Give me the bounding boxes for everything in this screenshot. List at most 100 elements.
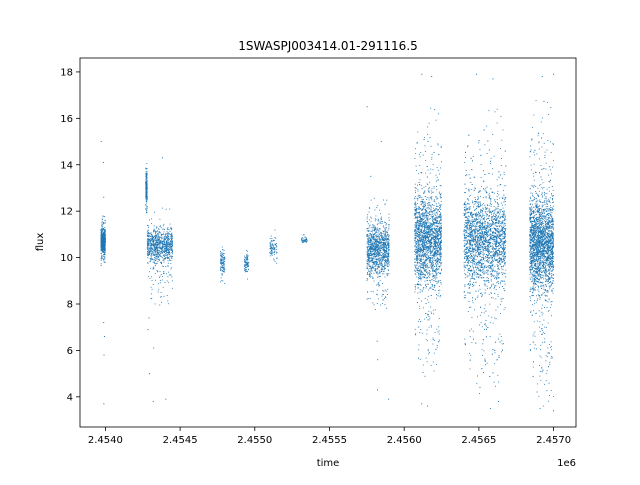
data-point xyxy=(100,257,102,259)
data-point xyxy=(380,255,382,257)
data-point xyxy=(376,234,378,236)
data-point xyxy=(425,237,427,238)
data-point xyxy=(425,266,427,268)
data-point xyxy=(439,289,441,291)
data-point xyxy=(161,241,163,243)
data-point xyxy=(431,196,433,198)
data-point xyxy=(274,243,276,245)
data-point xyxy=(427,289,429,291)
data-point xyxy=(427,246,429,248)
data-point xyxy=(421,227,423,229)
data-point xyxy=(427,280,428,281)
data-point xyxy=(158,250,160,252)
data-point xyxy=(374,255,376,257)
data-point xyxy=(423,214,425,216)
data-point xyxy=(371,237,373,239)
data-point xyxy=(419,288,421,290)
data-point xyxy=(372,244,374,246)
data-point xyxy=(151,239,153,241)
data-point xyxy=(382,257,384,259)
data-point xyxy=(159,254,161,256)
data-point xyxy=(440,237,442,239)
data-point xyxy=(369,241,371,243)
data-point xyxy=(433,352,435,354)
data-point xyxy=(428,235,430,236)
data-point xyxy=(367,228,369,230)
data-point xyxy=(421,249,423,251)
data-point xyxy=(383,250,385,252)
data-point xyxy=(372,246,374,248)
data-point xyxy=(384,227,386,229)
data-point xyxy=(380,242,382,244)
data-point xyxy=(422,212,424,214)
data-point xyxy=(369,265,371,267)
data-point xyxy=(424,221,426,223)
data-point xyxy=(373,225,375,227)
data-point xyxy=(430,249,432,251)
data-point xyxy=(421,270,422,272)
data-point xyxy=(367,278,369,280)
data-point xyxy=(221,262,223,264)
data-point xyxy=(220,254,221,256)
data-point xyxy=(424,240,426,242)
data-point xyxy=(376,250,378,251)
data-point xyxy=(383,243,385,245)
data-point xyxy=(440,240,442,242)
data-point xyxy=(415,248,417,250)
data-point xyxy=(382,258,384,260)
data-point xyxy=(368,264,370,265)
data-point xyxy=(149,250,151,252)
data-point xyxy=(153,246,155,248)
data-point xyxy=(371,236,373,238)
data-point xyxy=(440,255,441,257)
data-point xyxy=(431,276,433,278)
data-point xyxy=(425,269,427,271)
data-point xyxy=(369,246,371,248)
data-point xyxy=(100,232,102,234)
data-point xyxy=(385,297,387,298)
data-point xyxy=(419,249,421,251)
data-point xyxy=(161,207,163,209)
data-point xyxy=(104,258,106,260)
data-point xyxy=(433,199,435,201)
data-point xyxy=(222,253,224,255)
data-point xyxy=(270,241,272,243)
data-point xyxy=(435,349,437,350)
data-point xyxy=(423,221,425,223)
data-point xyxy=(100,245,102,247)
data-point xyxy=(380,267,382,269)
data-point xyxy=(167,227,169,229)
data-point xyxy=(168,243,170,245)
data-point xyxy=(438,233,439,235)
data-point xyxy=(374,234,376,235)
data-point xyxy=(171,227,172,229)
data-point xyxy=(147,231,149,233)
data-point xyxy=(432,265,434,267)
data-point xyxy=(380,250,382,252)
data-point xyxy=(373,229,375,231)
data-point xyxy=(372,227,374,229)
data-point xyxy=(103,239,104,241)
data-point xyxy=(414,284,416,286)
data-point xyxy=(375,226,376,228)
data-point xyxy=(439,259,441,261)
data-point xyxy=(432,274,434,276)
data-point xyxy=(436,239,438,240)
data-point xyxy=(428,228,430,230)
data-point xyxy=(419,249,421,251)
data-point xyxy=(421,273,423,275)
data-point xyxy=(168,247,170,249)
data-point xyxy=(428,260,430,261)
data-point xyxy=(383,238,385,240)
data-point xyxy=(269,237,271,239)
data-point xyxy=(423,218,425,220)
data-point xyxy=(378,254,380,256)
data-point xyxy=(438,285,440,287)
data-point xyxy=(102,244,104,245)
data-point xyxy=(425,265,427,267)
data-point xyxy=(101,247,102,249)
data-point xyxy=(146,198,148,200)
outlier-point xyxy=(153,347,155,349)
data-point xyxy=(304,237,306,239)
data-point xyxy=(162,251,164,253)
